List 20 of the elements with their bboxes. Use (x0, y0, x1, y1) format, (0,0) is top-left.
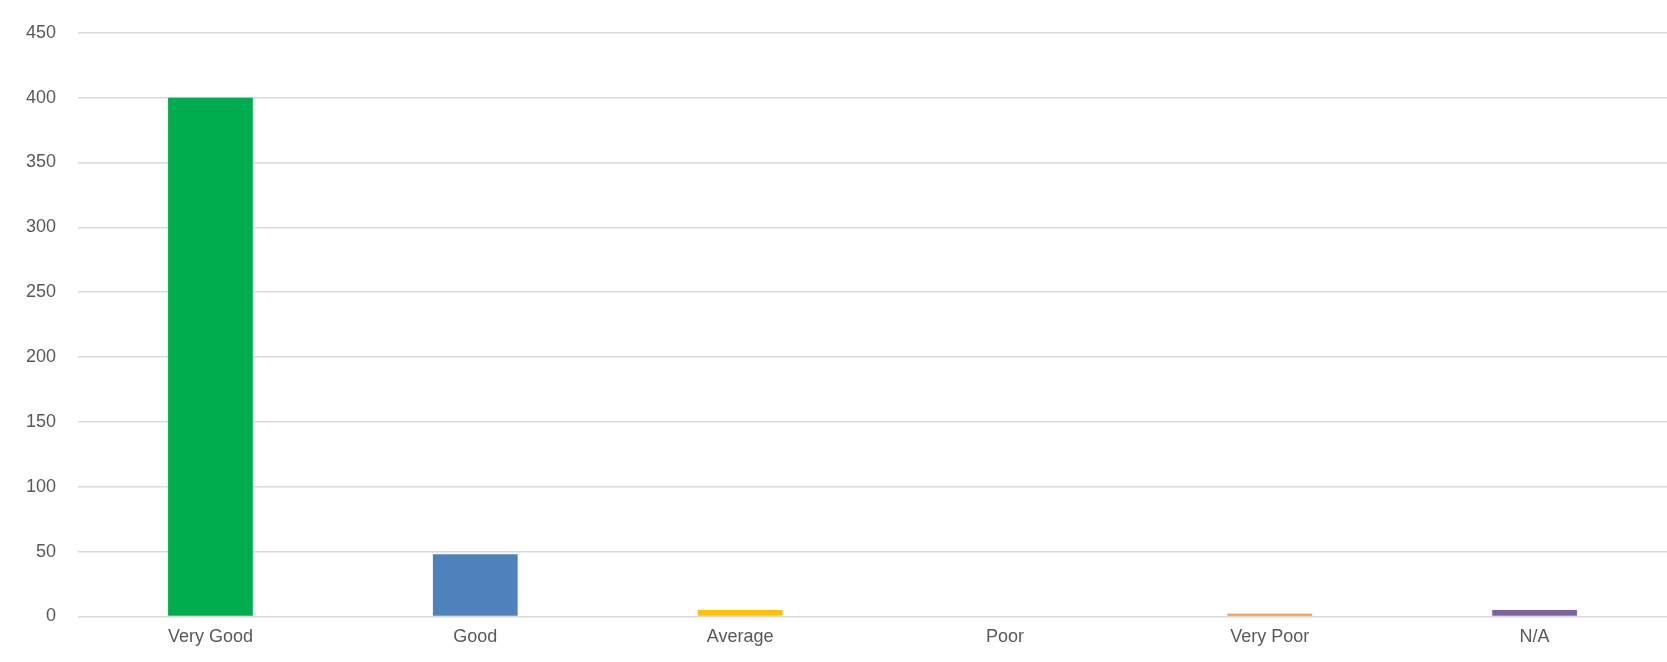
y-tick-label: 300 (25, 216, 57, 237)
y-tick-label: 200 (25, 345, 57, 366)
y-tick-label: 350 (25, 151, 57, 172)
x-tick-label: Poor (985, 626, 1024, 647)
x-tick-label: Good (453, 626, 498, 647)
y-tick-label: 450 (25, 21, 57, 42)
bar (168, 97, 253, 616)
y-tick-label: 50 (36, 540, 57, 561)
y-tick-label: 400 (25, 86, 57, 107)
y-tick-label: 100 (25, 475, 57, 496)
y-tick-label: 0 (46, 605, 57, 626)
x-tick-label: Average (706, 626, 774, 647)
y-tick-label: 250 (25, 281, 57, 302)
bar (1492, 609, 1577, 616)
x-tick-label: N/A (1519, 626, 1550, 647)
x-tick-label: Very Poor (1230, 626, 1310, 647)
bar (432, 554, 518, 616)
x-tick-label: Very Good (167, 626, 253, 647)
y-tick-label: 150 (25, 410, 57, 431)
bar (697, 609, 783, 616)
